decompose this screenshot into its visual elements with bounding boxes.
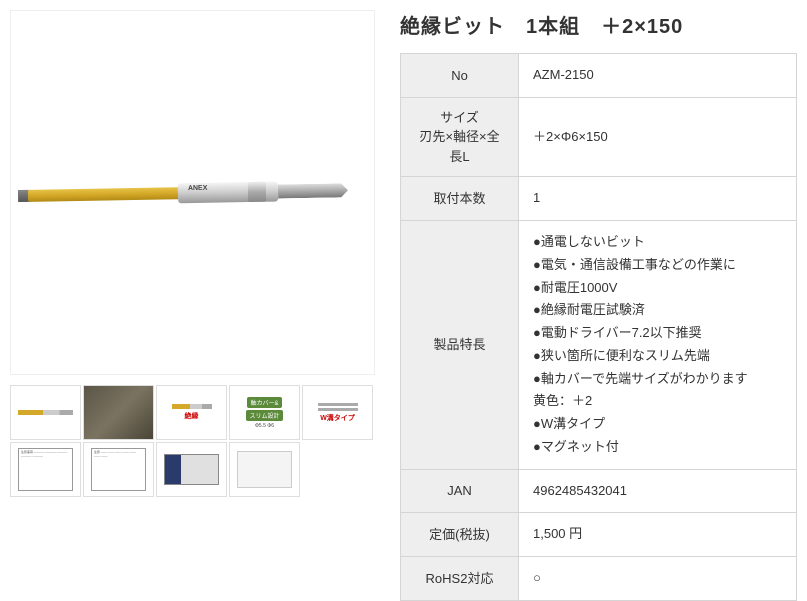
spec-label: 取付本数 <box>401 177 519 221</box>
spec-label: No <box>401 54 519 98</box>
feature-item: ●軸カバーで先端サイズがわかります <box>533 368 782 391</box>
thumb-2[interactable] <box>83 385 154 440</box>
feature-item: ●W溝タイプ <box>533 413 782 436</box>
thumb-1[interactable] <box>10 385 81 440</box>
bit-illustration <box>27 180 357 206</box>
feature-item: ●電動ドライバー7.2以下推奨 <box>533 322 782 345</box>
thumb-4-label-top: 軸カバー& <box>247 397 281 408</box>
spec-label: RoHS2対応 <box>401 557 519 601</box>
feature-item: ●電気・通信設備工事などの作業に <box>533 254 782 277</box>
feature-item: ●マグネット付 <box>533 436 782 459</box>
feature-item: 黄色：＋2 <box>533 390 782 413</box>
spec-label: 製品特長 <box>401 221 519 470</box>
spec-value: 1,500 円 <box>519 513 797 557</box>
table-row: サイズ刃先×軸径×全長L＋2×Φ6×150 <box>401 97 797 177</box>
table-row: 製品特長●通電しないビット●電気・通信設備工事などの作業に●耐電圧1000V●絶… <box>401 221 797 470</box>
spec-value: ●通電しないビット●電気・通信設備工事などの作業に●耐電圧1000V●絶縁耐電圧… <box>519 221 797 470</box>
spec-value: ○ <box>519 557 797 601</box>
spec-label: JAN <box>401 469 519 513</box>
table-row: NoAZM-2150 <box>401 54 797 98</box>
image-column: 絶縁 軸カバー& スリム設計 Φ5.5 Φ6 W溝タイプ 注意事項 ───── … <box>10 10 380 601</box>
spec-table-body: NoAZM-2150サイズ刃先×軸径×全長L＋2×Φ6×150取付本数1製品特長… <box>401 54 797 601</box>
thumb-3[interactable]: 絶縁 <box>156 385 227 440</box>
thumb-5-label: W溝タイプ <box>320 413 355 423</box>
feature-item: ●絶縁耐電圧試験済 <box>533 299 782 322</box>
spec-value: 4962485432041 <box>519 469 797 513</box>
spec-table: NoAZM-2150サイズ刃先×軸径×全長L＋2×Φ6×150取付本数1製品特長… <box>400 53 797 601</box>
thumb-4-label-bottom: スリム設計 <box>246 410 282 421</box>
table-row: 定価(税抜)1,500 円 <box>401 513 797 557</box>
spec-value: 1 <box>519 177 797 221</box>
feature-item: ●狭い箇所に便利なスリム先端 <box>533 345 782 368</box>
table-row: RoHS2対応○ <box>401 557 797 601</box>
thumb-7[interactable]: 注意 ─── ─── ─── ─── ─── ─── ─── <box>83 442 154 497</box>
thumb-6[interactable]: 注意事項 ───── ───── ───── ───── ───── <box>10 442 81 497</box>
table-row: 取付本数1 <box>401 177 797 221</box>
spec-value: AZM-2150 <box>519 54 797 98</box>
feature-item: ●耐電圧1000V <box>533 277 782 300</box>
feature-item: ●通電しないビット <box>533 231 782 254</box>
main-product-image[interactable] <box>10 10 375 375</box>
thumb-4[interactable]: 軸カバー& スリム設計 Φ5.5 Φ6 <box>229 385 300 440</box>
spec-label: 定価(税抜) <box>401 513 519 557</box>
product-detail: 絶縁 軸カバー& スリム設計 Φ5.5 Φ6 W溝タイプ 注意事項 ───── … <box>10 10 797 601</box>
spec-label: サイズ刃先×軸径×全長L <box>401 97 519 177</box>
spec-value: ＋2×Φ6×150 <box>519 97 797 177</box>
thumb-9[interactable] <box>229 442 300 497</box>
thumb-5[interactable]: W溝タイプ <box>302 385 373 440</box>
info-column: 絶縁ビット 1本組 ＋2×150 NoAZM-2150サイズ刃先×軸径×全長L＋… <box>400 10 797 601</box>
feature-list: ●通電しないビット●電気・通信設備工事などの作業に●耐電圧1000V●絶縁耐電圧… <box>533 231 782 459</box>
table-row: JAN4962485432041 <box>401 469 797 513</box>
thumb-3-label: 絶縁 <box>185 411 199 421</box>
thumbnail-strip: 絶縁 軸カバー& スリム設計 Φ5.5 Φ6 W溝タイプ 注意事項 ───── … <box>10 385 380 497</box>
thumb-8[interactable] <box>156 442 227 497</box>
product-title: 絶縁ビット 1本組 ＋2×150 <box>400 10 797 39</box>
